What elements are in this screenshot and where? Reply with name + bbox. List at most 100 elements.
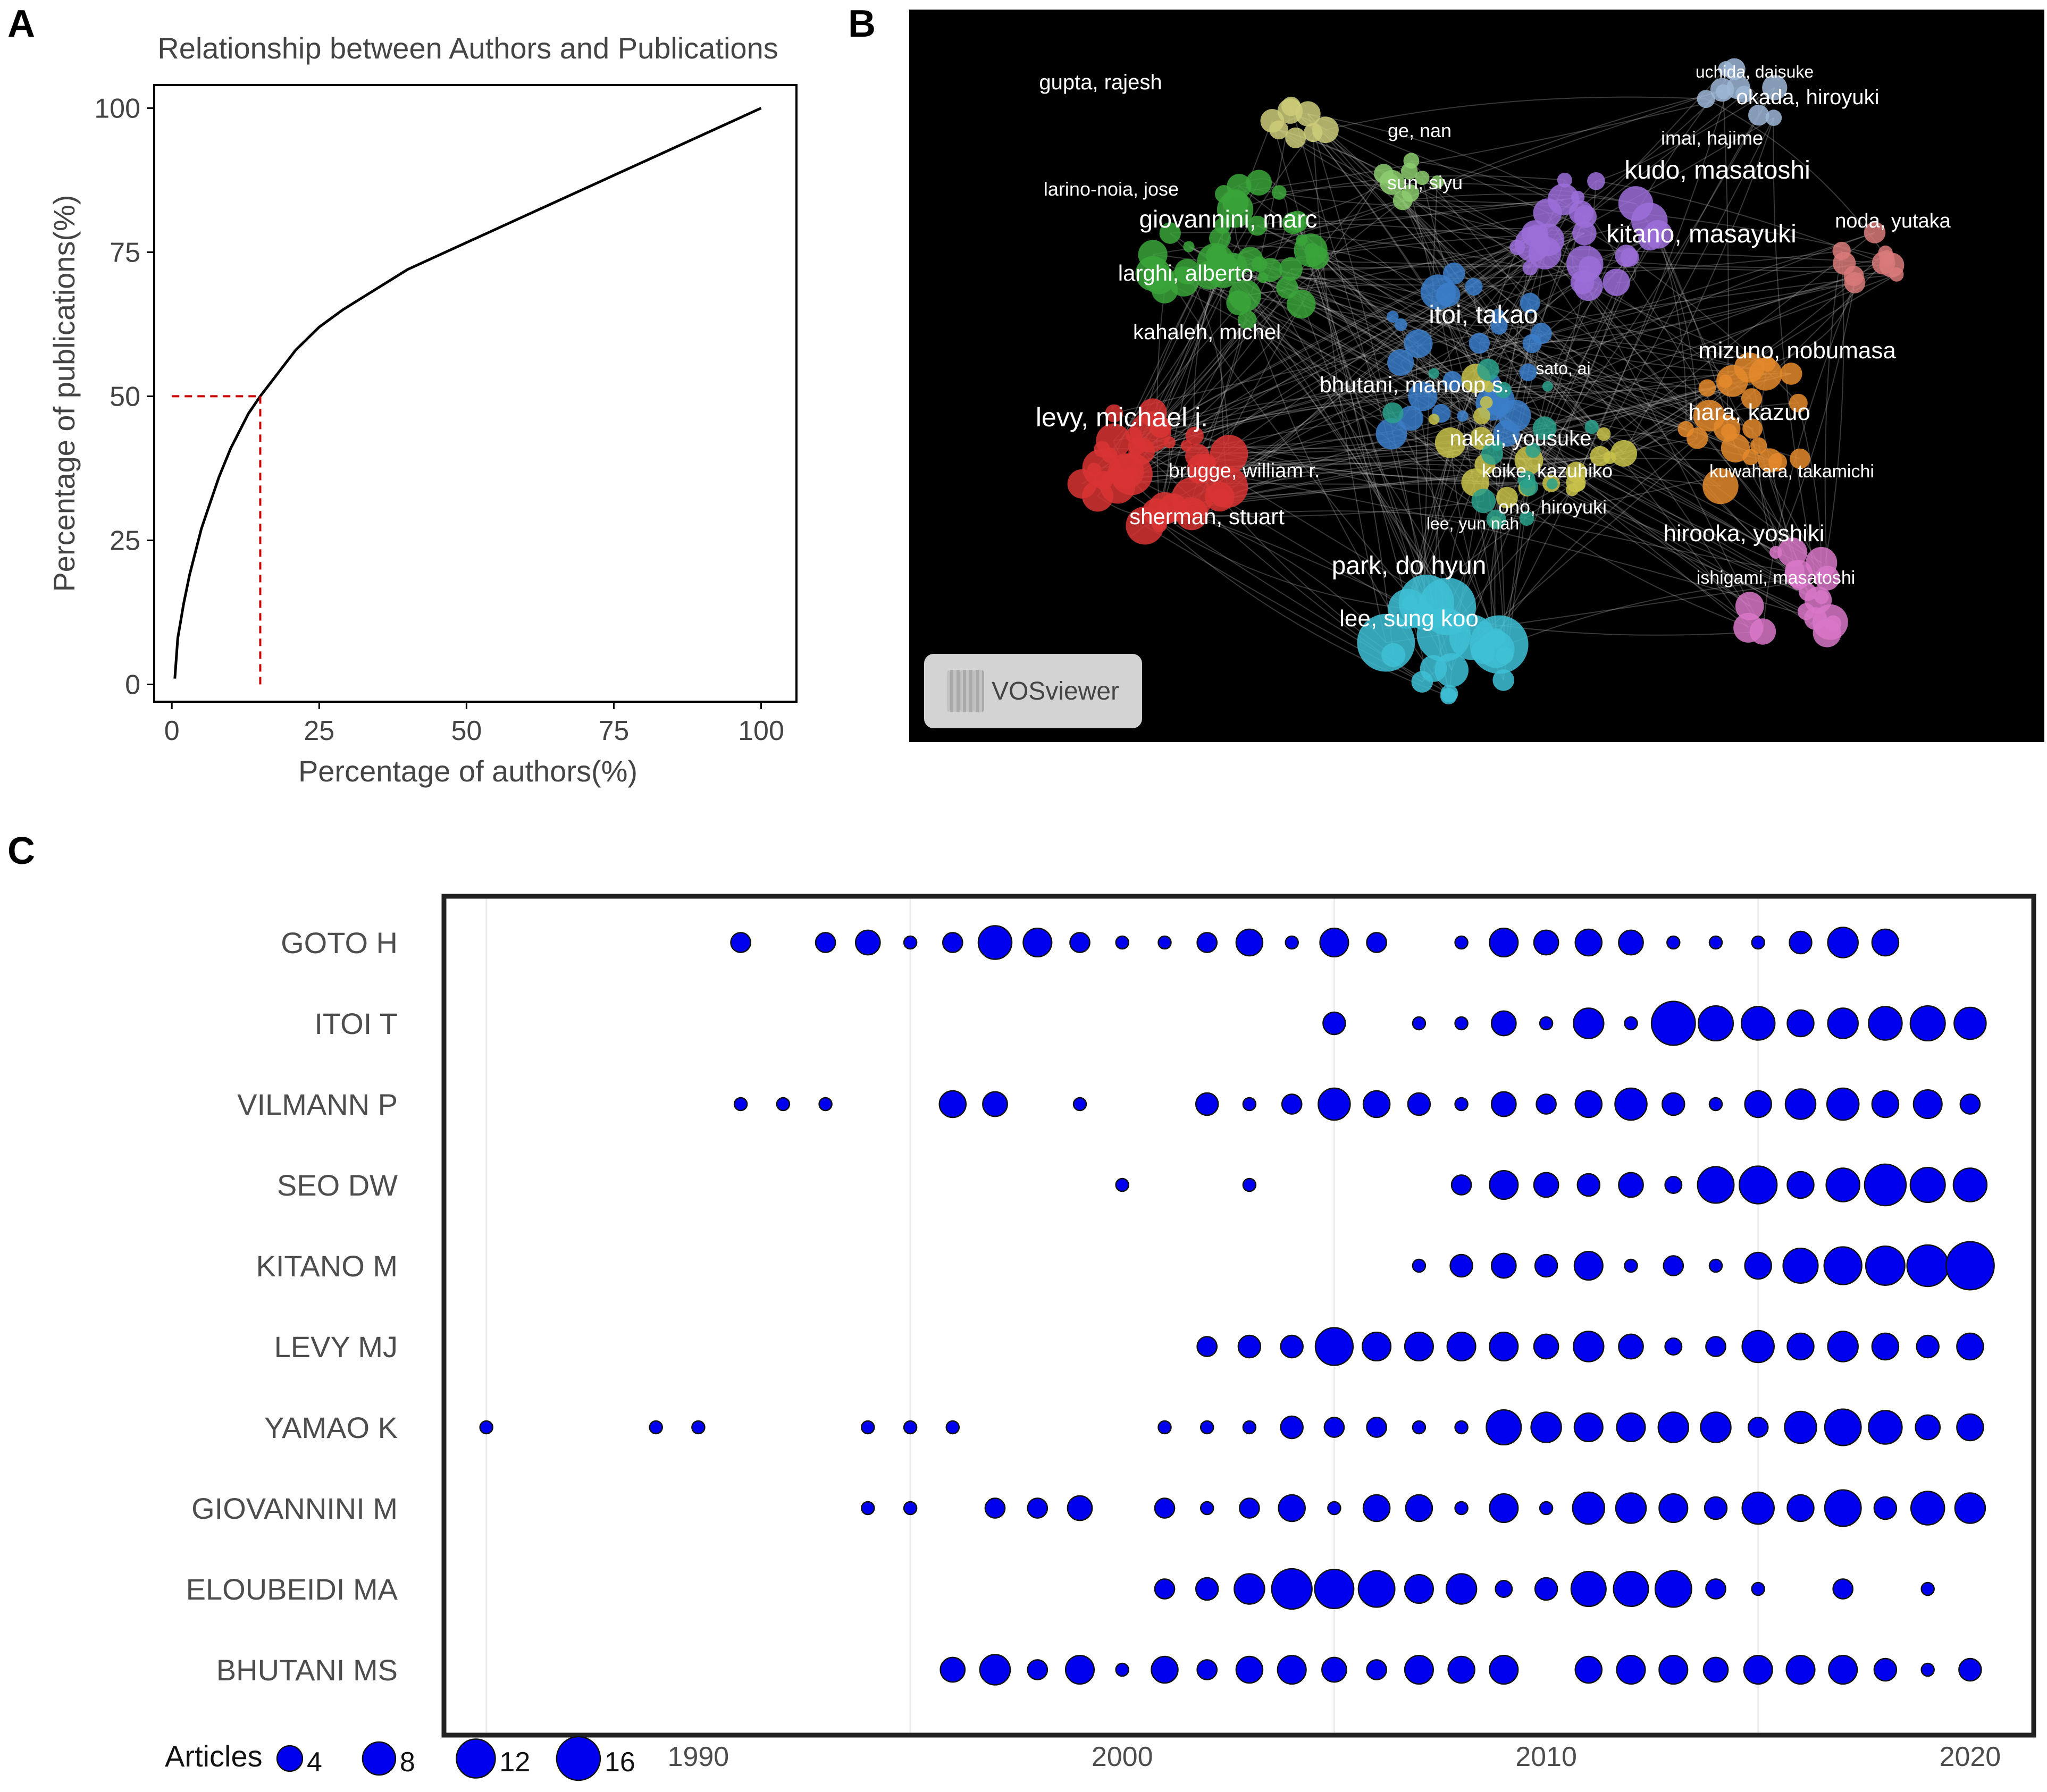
network-edge bbox=[1164, 380, 1733, 509]
network-edge bbox=[1209, 250, 1842, 280]
bubble-levy-mj-2006 bbox=[1362, 1331, 1392, 1362]
network-edge bbox=[1301, 240, 1500, 645]
bubble-giovannini-m-2001 bbox=[1154, 1497, 1176, 1519]
chart-a-title: Relationship between Authors and Publica… bbox=[157, 31, 778, 65]
network-label-22: koike, kazuhiko bbox=[1482, 460, 1613, 482]
bubble-giovannini-m-2019 bbox=[1910, 1491, 1945, 1526]
network-label-6: kudo, masatoshi bbox=[1624, 156, 1810, 184]
bubble-bhutani-ms-2007 bbox=[1404, 1654, 1434, 1685]
chart-c-plot-frame bbox=[441, 894, 2036, 1738]
bubble-vilmann-p-2003 bbox=[1242, 1097, 1257, 1112]
network-edge bbox=[1197, 232, 1585, 457]
network-node bbox=[1260, 109, 1285, 133]
bubble-eloubeidi-ma-2017 bbox=[1832, 1578, 1854, 1600]
bubble-bhutani-ms-2016 bbox=[1785, 1654, 1816, 1685]
network-label-28: ishigami, masatoshi bbox=[1697, 568, 1856, 588]
bubble-yamao-k-2015 bbox=[1747, 1417, 1769, 1438]
network-node bbox=[1697, 90, 1715, 108]
network-node bbox=[1434, 427, 1466, 458]
network-node bbox=[1587, 172, 1605, 190]
chart-c-author-label-5: LEVY MJ bbox=[274, 1330, 398, 1364]
network-edge bbox=[1136, 445, 1408, 610]
network-node bbox=[1434, 653, 1469, 687]
network-edge bbox=[1222, 270, 1497, 520]
network-edge bbox=[1495, 69, 1735, 638]
network-label-15: sato, ai bbox=[1536, 359, 1590, 378]
network-node bbox=[1495, 382, 1512, 398]
network-node bbox=[1272, 185, 1287, 200]
bubble-bhutani-ms-2002 bbox=[1196, 1659, 1218, 1680]
bubble-eloubeidi-ma-2009 bbox=[1495, 1580, 1513, 1598]
network-node bbox=[1473, 407, 1490, 425]
network-label-14: mizuno, nobumasa bbox=[1698, 338, 1896, 364]
network-node bbox=[1415, 171, 1430, 186]
network-node bbox=[1522, 334, 1542, 354]
bubble-eloubeidi-ma-2012 bbox=[1613, 1570, 1649, 1608]
network-edge bbox=[1312, 132, 1387, 643]
network-label-17: levy, michael j. bbox=[1036, 402, 1208, 432]
bubble-goto-h-2005 bbox=[1319, 927, 1349, 958]
network-node bbox=[1108, 453, 1144, 490]
bubble-vilmann-p-2006 bbox=[1362, 1090, 1391, 1118]
bubble-goto-h-2009 bbox=[1489, 927, 1519, 958]
network-label-27: park, do hyun bbox=[1332, 552, 1487, 580]
bubble-vilmann-p-2015 bbox=[1744, 1090, 1772, 1118]
bubble-bhutani-ms-2005 bbox=[1321, 1656, 1347, 1683]
network-label-24: sherman, stuart bbox=[1129, 504, 1285, 529]
network-edge bbox=[1438, 291, 1601, 457]
network-node bbox=[1789, 393, 1808, 413]
network-node bbox=[1532, 416, 1557, 441]
bubble-kitano-m-2018 bbox=[1865, 1246, 1906, 1286]
network-edge bbox=[1160, 389, 1504, 428]
bubble-levy-mj-2010 bbox=[1533, 1333, 1559, 1360]
network-node bbox=[1212, 489, 1230, 508]
bubble-bhutani-ms-2008 bbox=[1447, 1655, 1475, 1684]
bubble-vilmann-p-2019 bbox=[1912, 1089, 1943, 1120]
bubble-giovannini-m-2016 bbox=[1786, 1494, 1815, 1522]
network-edge bbox=[1293, 222, 1533, 245]
network-node bbox=[1430, 175, 1444, 189]
bubble-giovannini-m-2017 bbox=[1824, 1489, 1862, 1527]
network-node bbox=[1151, 277, 1178, 304]
network-node bbox=[1469, 333, 1490, 354]
network-edge bbox=[1758, 364, 1777, 553]
network-edge bbox=[1307, 113, 1427, 603]
chart-c-legend-bubble-1 bbox=[362, 1741, 397, 1776]
network-edge bbox=[1403, 193, 1636, 204]
bubble-vilmann-p-2012 bbox=[1614, 1087, 1648, 1121]
bubble-yamao-k-2016 bbox=[1784, 1410, 1817, 1444]
bubble-eloubeidi-ma-2001 bbox=[1154, 1578, 1176, 1600]
bubble-itoi-t-2018 bbox=[1868, 1006, 1903, 1041]
bubble-kitano-m-2010 bbox=[1534, 1253, 1558, 1278]
network-node bbox=[1496, 646, 1514, 664]
network-node bbox=[1067, 469, 1097, 499]
network-label-13: kahaleh, michel bbox=[1133, 321, 1281, 344]
network-label-5: imai, hajime bbox=[1661, 127, 1763, 149]
bubble-giovannini-m-2018 bbox=[1873, 1496, 1898, 1520]
network-label-25: lee, yun nah bbox=[1427, 514, 1519, 533]
network-node bbox=[1357, 613, 1415, 672]
network-edge bbox=[1227, 324, 1402, 488]
bubble-levy-mj-2016 bbox=[1786, 1332, 1815, 1361]
network-edge bbox=[1532, 69, 1735, 451]
bubble-yamao-k-2019 bbox=[1915, 1414, 1941, 1441]
bubble-itoi-t-2015 bbox=[1740, 1006, 1776, 1041]
bubble-bhutani-ms-2004 bbox=[1277, 1654, 1307, 1685]
chart-c-legend-label-1: 8 bbox=[400, 1747, 415, 1778]
network-node bbox=[1237, 310, 1257, 330]
bubble-vilmann-p-2008 bbox=[1454, 1097, 1469, 1112]
bubble-yamao-k-2007 bbox=[1412, 1420, 1427, 1435]
bubble-bhutani-ms-2014 bbox=[1702, 1656, 1729, 1683]
bubble-bhutani-ms-2009 bbox=[1489, 1654, 1519, 1685]
bubble-giovannini-m-2015 bbox=[1741, 1491, 1775, 1525]
bubble-bhutani-ms-1996 bbox=[939, 1656, 966, 1683]
bubble-itoi-t-2017 bbox=[1827, 1007, 1859, 1039]
bubble-giovannini-m-1999 bbox=[1067, 1495, 1093, 1521]
chart-c-legend-label-3: 16 bbox=[605, 1747, 635, 1778]
network-label-9: noda, yutaka bbox=[1835, 210, 1951, 232]
bubble-yamao-k-2020 bbox=[1956, 1413, 1984, 1442]
bubble-giovannini-m-2014 bbox=[1704, 1496, 1728, 1520]
bubble-levy-mj-2005 bbox=[1314, 1327, 1354, 1366]
bubble-bhutani-ms-2020 bbox=[1958, 1658, 1982, 1682]
author-production-bubble-chart: GOTO H ITOI T VILMANN P SEO DW KITANO M LEVY … bbox=[165, 894, 2036, 1781]
